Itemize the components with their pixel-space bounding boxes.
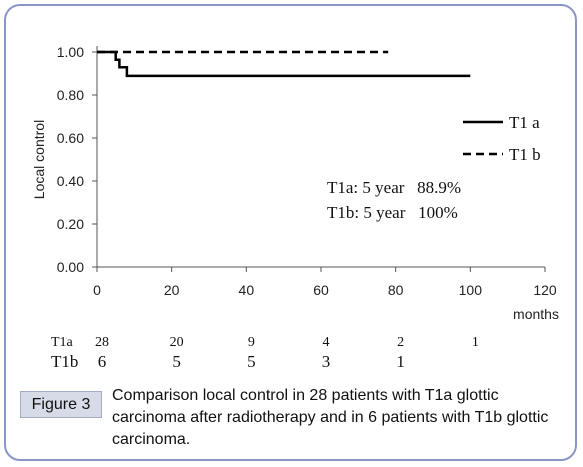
- y-tick-label: 0.80: [57, 87, 84, 103]
- y-tick-label: 0.00: [57, 259, 84, 275]
- x-tick-label: 80: [388, 282, 404, 298]
- risk-count: 28: [95, 335, 109, 350]
- figure-caption: Comparison local control in 28 patients …: [112, 387, 549, 448]
- risk-count: 20: [170, 335, 184, 350]
- risk-count: 6: [98, 352, 107, 371]
- y-tick-label: 1.00: [57, 44, 84, 60]
- figure-frame: [4, 4, 577, 461]
- legend: T1 a T1 b: [463, 113, 541, 164]
- risk-count: 2: [397, 335, 404, 350]
- risk-table: T1a 28 20 9 4 2 1 T1b 6 5 5 3 1: [51, 335, 479, 371]
- x-tick-label: 0: [93, 282, 101, 298]
- risk-row-label: T1b: [51, 352, 78, 371]
- risk-count: 9: [248, 335, 255, 350]
- risk-count: 5: [247, 352, 256, 371]
- risk-row-label: T1a: [51, 335, 74, 350]
- risk-count: 1: [472, 335, 479, 350]
- risk-count: 1: [396, 352, 405, 371]
- x-tick-label: 120: [533, 282, 557, 298]
- annotations: T1a: 5 year 88.9% T1b: 5 year 100%: [327, 178, 461, 222]
- y-tick-label: 0.60: [57, 130, 84, 146]
- legend-label-1: T1 b: [509, 145, 541, 164]
- risk-count: 3: [322, 352, 331, 371]
- risk-count: 4: [323, 335, 330, 350]
- survival-annotation: T1a: 5 year 88.9%: [327, 178, 461, 197]
- risk-count: 5: [172, 352, 181, 371]
- x-tick-label: 40: [239, 282, 255, 298]
- survival-annotation: T1b: 5 year 100%: [327, 203, 458, 222]
- figure-label: Figure 3: [20, 391, 102, 418]
- x-tick-label: 100: [459, 282, 483, 298]
- x-tick-label: 60: [313, 282, 329, 298]
- y-tick-label: 0.40: [57, 173, 84, 189]
- y-tick-labels: 0.00 0.20 0.40 0.60 0.80 1.00: [57, 44, 84, 275]
- x-tick-label: 20: [164, 282, 180, 298]
- x-axis-label: months: [513, 306, 559, 322]
- chart-axes: [92, 46, 546, 272]
- legend-label-0: T1 a: [509, 113, 540, 132]
- x-tick-labels: 0 20 40 60 80 100 120: [93, 282, 557, 298]
- series-lines: [97, 50, 471, 78]
- y-tick-label: 0.20: [57, 216, 84, 232]
- y-axis-label: Local control: [31, 120, 47, 199]
- series-line-0: [97, 50, 471, 78]
